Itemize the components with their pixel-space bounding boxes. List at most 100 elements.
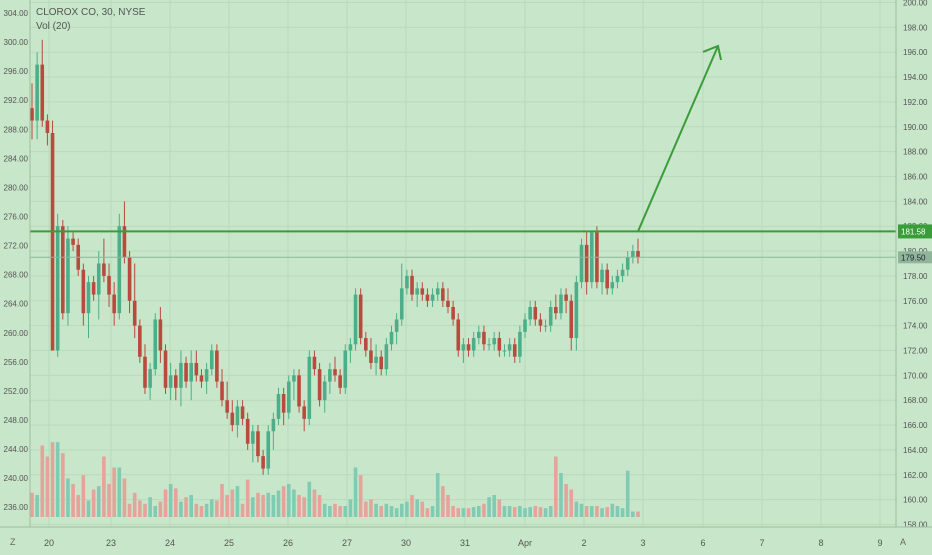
candle-body xyxy=(389,331,394,345)
volume-bar xyxy=(127,503,132,517)
left-axis-tick-label: 296.00 xyxy=(4,67,29,76)
candle-body xyxy=(276,394,281,419)
volume-bar xyxy=(523,508,527,517)
candle-body xyxy=(384,344,389,370)
right-corner-label[interactable]: A xyxy=(900,537,907,547)
candle-body xyxy=(189,362,194,382)
volume-bar xyxy=(173,488,178,517)
volume-bar xyxy=(179,501,183,517)
time-axis-label: 30 xyxy=(401,538,411,548)
candle-body xyxy=(102,263,106,276)
left-corner-label[interactable]: Z xyxy=(10,537,16,547)
projection-arrow-line xyxy=(637,45,719,232)
right-axis-tick-label: 174.00 xyxy=(903,322,928,331)
candle-body xyxy=(209,350,214,370)
right-axis-tick-label: 184.00 xyxy=(903,197,928,206)
candle-body xyxy=(194,362,199,376)
time-axis-label: 6 xyxy=(700,538,705,548)
candle-body xyxy=(415,288,419,295)
right-axis-tick-label: 170.00 xyxy=(903,371,928,380)
candle-body xyxy=(399,288,404,320)
time-axis-label: 25 xyxy=(224,538,234,548)
left-axis-tick-label: 244.00 xyxy=(4,445,29,454)
candle-body xyxy=(117,226,122,314)
volume-bar xyxy=(538,507,543,517)
volume-bar xyxy=(35,495,39,517)
volume-bar xyxy=(30,492,34,517)
left-axis-tick-label: 260.00 xyxy=(4,329,29,338)
volume-bar xyxy=(379,506,384,517)
resistance-price-tag xyxy=(898,224,932,239)
volume-bar xyxy=(317,495,322,517)
volume-bar xyxy=(338,506,342,517)
volume-bar xyxy=(353,467,358,517)
volume-bar xyxy=(579,503,584,517)
candle-body xyxy=(441,288,445,301)
volume-bar xyxy=(584,506,589,517)
candle-body xyxy=(518,331,522,357)
candle-body xyxy=(394,319,399,332)
candle-body xyxy=(579,244,584,283)
left-axis-tick-label: 280.00 xyxy=(4,183,29,192)
drawings[interactable] xyxy=(30,44,896,258)
symbol-title[interactable]: CLOROX CO, 30, NYSE xyxy=(36,7,146,18)
volume-bar xyxy=(107,484,111,517)
candle-body xyxy=(312,356,317,370)
volume-bar xyxy=(148,497,152,517)
volume-bar xyxy=(307,481,312,517)
right-price-axis[interactable]: 200.00 198.00 196.00 194.00 192.00 190.00 188.… xyxy=(895,0,932,530)
candle-body xyxy=(138,325,142,357)
candle-body xyxy=(605,269,609,289)
volume-bar xyxy=(184,497,188,517)
volume-bar xyxy=(554,456,558,517)
candle-body xyxy=(476,331,481,339)
chart-legend: CLOROX CO, 30, NYSE Vol (20) xyxy=(36,6,145,34)
volume-indicator-label[interactable]: Vol (20) xyxy=(36,21,71,32)
candle-body xyxy=(107,275,111,295)
volume-bar xyxy=(225,495,229,517)
volume-bar xyxy=(625,470,630,517)
candle-body xyxy=(374,356,378,363)
candle-body xyxy=(420,288,425,295)
right-axis-tick-label: 196.00 xyxy=(903,48,928,57)
time-axis[interactable]: 20 23 24 25 26 27 30 31 Apr 2 3 6 7 8 9 xyxy=(0,526,932,548)
candle-body xyxy=(256,431,260,457)
volume-bar xyxy=(189,495,194,517)
volume-bar xyxy=(153,506,158,517)
volume-bar xyxy=(251,497,255,517)
candle-body xyxy=(497,338,502,351)
left-price-axis[interactable]: 304.00 300.00 296.00 292.00 288.00 284.00 280.… xyxy=(4,0,31,527)
volume-bar xyxy=(533,506,538,517)
volume-bar xyxy=(487,497,491,517)
time-axis-label: 3 xyxy=(640,538,645,548)
candle-body xyxy=(173,375,178,388)
volume-bar xyxy=(502,506,507,517)
candle-body xyxy=(523,319,527,332)
volume-bar xyxy=(615,506,620,517)
candle-body xyxy=(548,307,553,326)
candle-body xyxy=(122,226,127,258)
volume-bar xyxy=(40,445,45,517)
time-axis-label: 23 xyxy=(106,538,116,548)
candle-body xyxy=(302,406,306,419)
volume-bar xyxy=(631,511,635,517)
volume-bar xyxy=(605,507,609,517)
candle-body xyxy=(322,381,327,401)
volume-bar xyxy=(328,506,332,517)
candle-body xyxy=(528,307,532,320)
candle-body xyxy=(66,238,70,314)
volume-bar xyxy=(76,495,81,517)
candle-body xyxy=(507,344,512,351)
time-axis-label: 7 xyxy=(759,538,764,548)
candle-body xyxy=(425,294,430,301)
candle-body xyxy=(148,369,152,388)
volume-bar xyxy=(620,508,625,517)
volume-bar xyxy=(256,492,260,517)
resistance-price-label: 181.58 xyxy=(901,227,926,236)
volume-bar xyxy=(482,503,486,517)
volume-bar xyxy=(518,506,522,517)
volume-bar xyxy=(543,508,548,517)
